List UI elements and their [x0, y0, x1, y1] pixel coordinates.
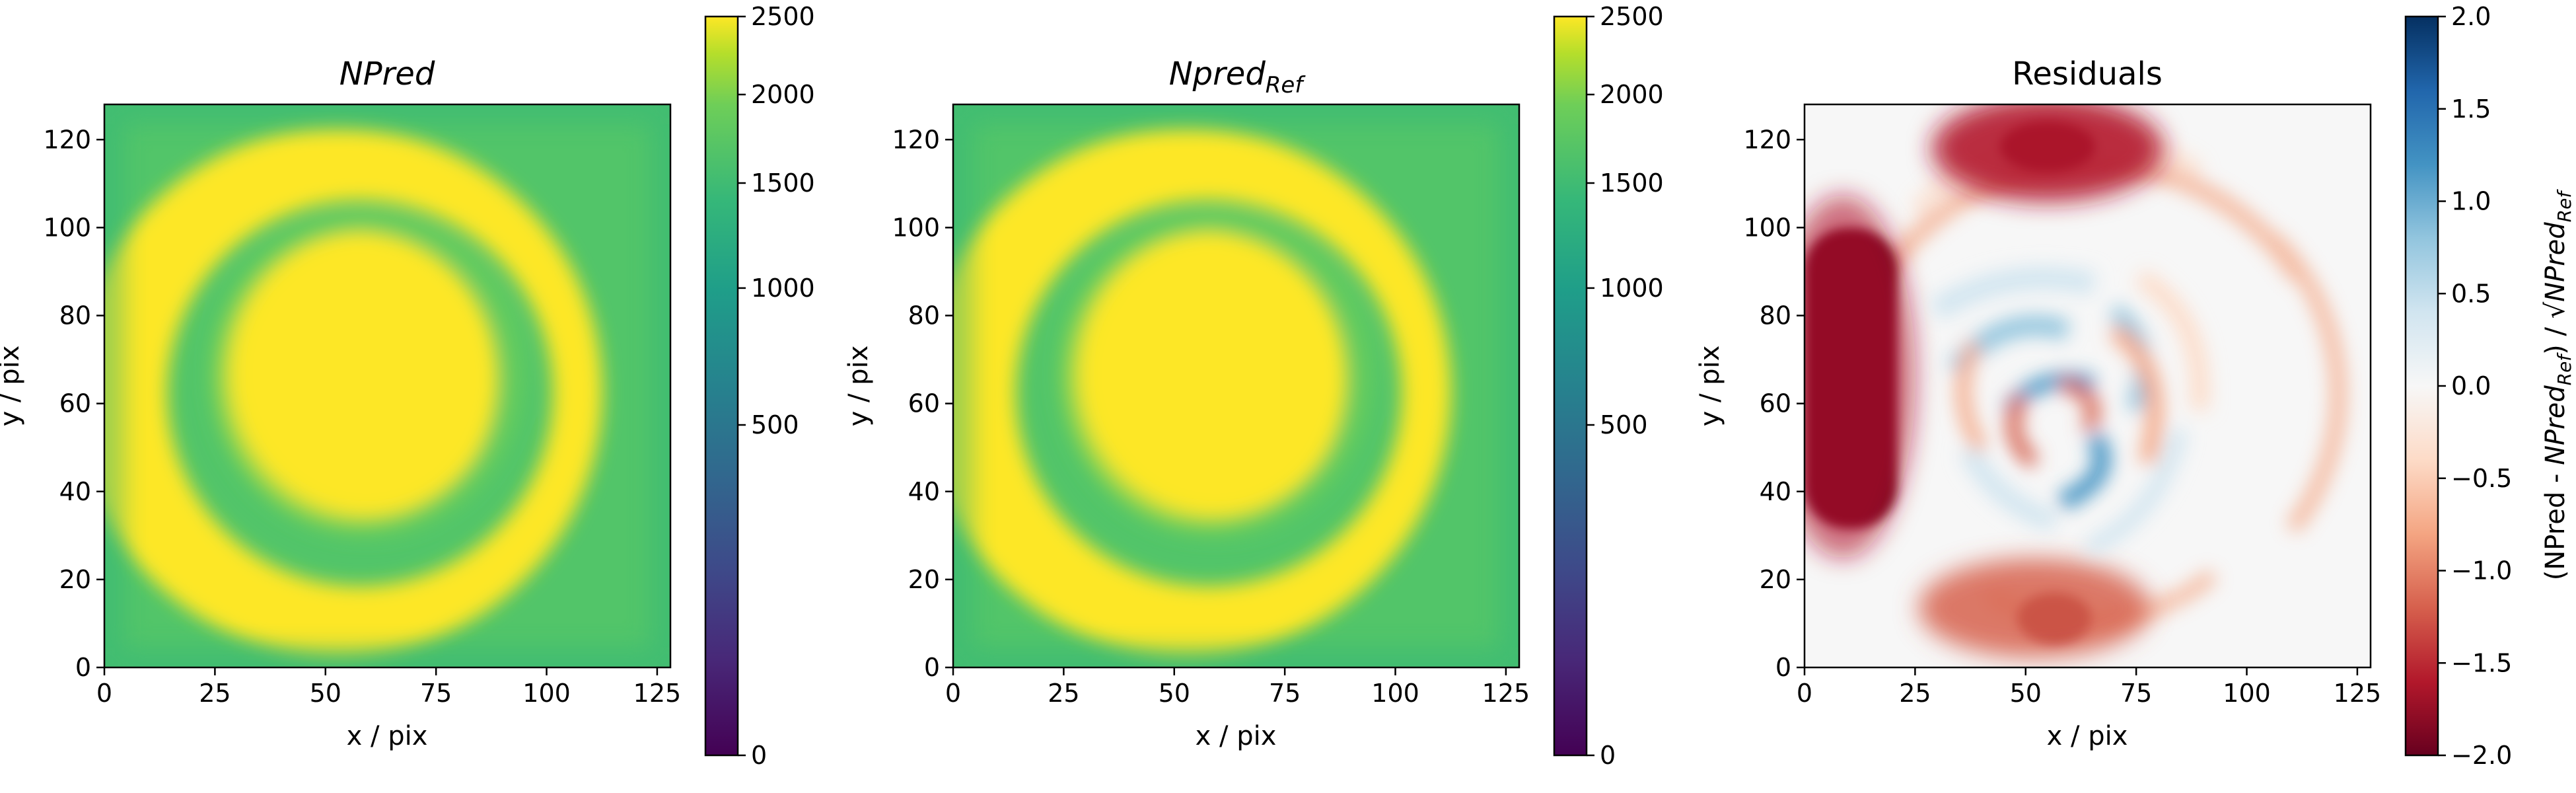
- x-tick-label: 0: [1797, 679, 1812, 708]
- y-tick-label: 120: [892, 125, 940, 154]
- npred-ref-inner-disk: [1067, 231, 1347, 525]
- residuals-colorbar-label: (NPred - NPredRef) / √NPredRef: [2540, 189, 2575, 581]
- npred-axes-frame: [103, 103, 672, 669]
- x-tick-label: 75: [2120, 679, 2152, 708]
- colorbar-tick-label: 2.0: [2451, 2, 2491, 31]
- npred-ref-ylabel: y / pix: [843, 346, 874, 427]
- npred-ref-ticks: 0 25 50 75 100 125 0 20 40 60 80 100 120: [892, 125, 1530, 708]
- colorbar-tick-label: −1.0: [2451, 556, 2512, 585]
- x-tick-label: 25: [199, 679, 231, 708]
- x-tick-label: 50: [310, 679, 341, 708]
- x-tick-label: 125: [2334, 679, 2382, 708]
- x-tick-label: 75: [1269, 679, 1301, 708]
- panel-npred-ref-title: NpredRef: [1169, 56, 1306, 98]
- x-tick-label: 100: [1371, 679, 1419, 708]
- x-tick-label: 50: [1159, 679, 1190, 708]
- npred-colorbar-ticks: 0 500 1000 1500 2000 2500: [738, 2, 815, 770]
- x-tick-label: 125: [1482, 679, 1530, 708]
- y-tick-label: 20: [908, 565, 940, 594]
- y-tick-label: 60: [908, 389, 940, 418]
- npred-colorbar: [704, 15, 739, 757]
- y-tick-label: 60: [1760, 389, 1791, 418]
- npred-ref-colorbar: [1553, 15, 1588, 757]
- panel-npred: NPred 0 25 50 75 100 125 0 20 40 60 80 100 120 x / p…: [0, 2, 815, 770]
- colorbar-tick-label: 1500: [1600, 169, 1664, 198]
- y-tick-label: 120: [43, 125, 91, 154]
- colorbar-tick-label: 1000: [751, 274, 815, 303]
- colorbar-tick-label: 1000: [1600, 274, 1664, 303]
- panel-npred-ref: NpredRef 0 25 50 75 100 125 0 20 40 60 80 100 120 x …: [843, 2, 1664, 770]
- x-tick-label: 25: [1899, 679, 1931, 708]
- residuals-colorbar: [2404, 15, 2439, 757]
- colorbar-tick-label: 2500: [751, 2, 815, 31]
- y-tick-label: 100: [892, 213, 940, 242]
- colorbar-tick-label: 2000: [751, 80, 815, 109]
- residuals-ticks: 0 25 50 75 100 125 0 20 40 60 80 100 120: [1743, 125, 2381, 708]
- y-tick-label: 0: [1775, 653, 1791, 682]
- residuals-ylabel: y / pix: [1695, 346, 1725, 427]
- colorbar-tick-label: 1500: [751, 169, 815, 198]
- y-tick-label: 0: [75, 653, 91, 682]
- y-tick-label: 40: [1760, 477, 1791, 506]
- y-tick-label: 40: [59, 477, 91, 506]
- colorbar-tick-label: −0.5: [2451, 464, 2512, 493]
- x-tick-label: 0: [945, 679, 961, 708]
- colorbar-tick-label: 1.5: [2451, 94, 2491, 124]
- npred-dim-ring: [209, 209, 524, 538]
- y-tick-label: 0: [924, 653, 940, 682]
- colorbar-tick-label: 500: [751, 410, 799, 439]
- npred-ref-image: [953, 104, 1519, 667]
- y-tick-label: 80: [908, 301, 940, 330]
- y-tick-label: 80: [1760, 301, 1791, 330]
- colorbar-tick-label: 0.0: [2451, 371, 2491, 400]
- y-tick-label: 100: [1743, 213, 1791, 242]
- x-tick-label: 50: [2010, 679, 2042, 708]
- npred-image: [104, 104, 670, 667]
- residuals-xlabel: x / pix: [2047, 721, 2128, 751]
- colorbar-tick-label: 0.5: [2451, 279, 2491, 308]
- npred-ref-colorbar-ticks: 0 500 1000 1500 2000 2500: [1587, 2, 1664, 770]
- colorbar-tick-label: −1.5: [2451, 648, 2512, 677]
- panel-residuals-title: Residuals: [2012, 56, 2163, 93]
- colorbar-tick-label: 2000: [1600, 80, 1664, 109]
- colorbar-tick-label: 0: [751, 741, 767, 770]
- npred-ref-axes-frame: [952, 103, 1521, 669]
- x-tick-label: 75: [420, 679, 452, 708]
- panel-npred-title: NPred: [340, 56, 435, 93]
- x-tick-label: 100: [522, 679, 571, 708]
- y-tick-label: 40: [908, 477, 940, 506]
- colorbar-tick-label: 500: [1600, 410, 1648, 439]
- colorbar-tick-label: −2.0: [2451, 741, 2512, 770]
- npred-ref-xlabel: x / pix: [1196, 721, 1277, 751]
- colorbar-tick-label: 1.0: [2451, 187, 2491, 216]
- x-tick-label: 125: [633, 679, 682, 708]
- npred-ref-dim-ring: [1057, 209, 1373, 538]
- residuals-image: [1805, 104, 2371, 667]
- panel-residuals: Residuals: [1695, 2, 2575, 770]
- y-tick-label: 100: [43, 213, 91, 242]
- x-tick-label: 100: [2223, 679, 2271, 708]
- colorbar-tick-label: 2500: [1600, 2, 1664, 31]
- y-tick-label: 80: [59, 301, 91, 330]
- residuals-inner-swirl: [1929, 267, 2209, 556]
- y-tick-label: 20: [59, 565, 91, 594]
- x-tick-label: 0: [96, 679, 112, 708]
- npred-ylabel: y / pix: [0, 346, 25, 427]
- y-tick-label: 20: [1760, 565, 1791, 594]
- x-tick-label: 25: [1048, 679, 1079, 708]
- residuals-axes-frame: [1803, 103, 2372, 669]
- y-tick-label: 120: [1743, 125, 1791, 154]
- npred-ticks: 0 25 50 75 100 125 0 20 40 60 80 100 120: [43, 125, 681, 708]
- colorbar-tick-label: 0: [1600, 741, 1616, 770]
- y-tick-label: 60: [59, 389, 91, 418]
- npred-inner-disk: [218, 231, 498, 525]
- residuals-colorbar-ticks: −2.0 −1.5 −1.0 −0.5 0.0 0.5 1.0 1.5 2.0: [2438, 2, 2512, 770]
- npred-xlabel: x / pix: [347, 721, 428, 751]
